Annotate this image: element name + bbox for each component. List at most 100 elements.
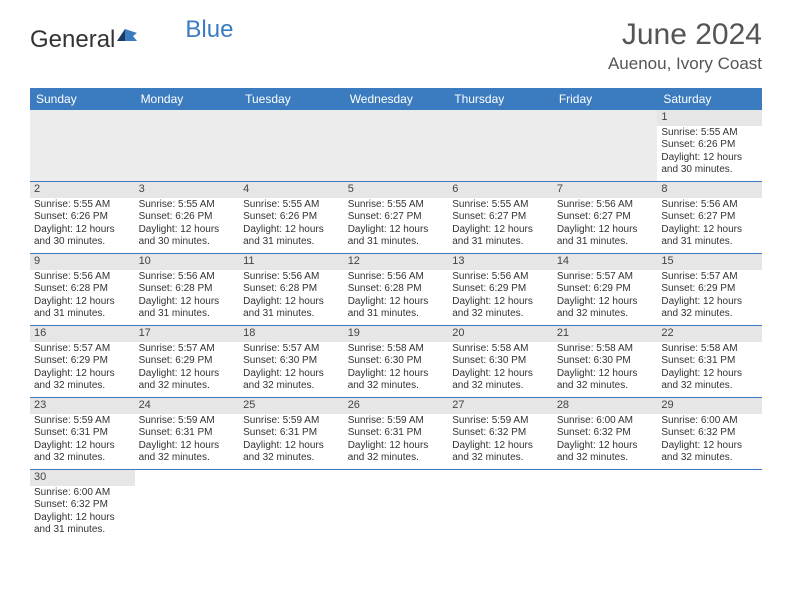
sunrise-text: Sunrise: 5:55 AM: [139, 199, 236, 212]
day-number: 3: [135, 182, 240, 198]
day-header: Tuesday: [239, 88, 344, 110]
calendar-cell: 22Sunrise: 5:58 AMSunset: 6:31 PMDayligh…: [657, 325, 762, 397]
day-number: 30: [30, 470, 135, 486]
sunset-text: Sunset: 6:32 PM: [34, 499, 131, 512]
daylight2-text: and 32 minutes.: [557, 308, 654, 321]
calendar-cell: 5Sunrise: 5:55 AMSunset: 6:27 PMDaylight…: [344, 181, 449, 253]
sunset-text: Sunset: 6:26 PM: [243, 211, 340, 224]
daylight2-text: and 31 minutes.: [348, 308, 445, 321]
calendar-cell: [344, 469, 449, 541]
day-number: 19: [344, 326, 449, 342]
daylight1-text: Daylight: 12 hours: [557, 224, 654, 237]
page-header: GeneralBlue June 2024 Auenou, Ivory Coas…: [0, 0, 792, 82]
sunset-text: Sunset: 6:31 PM: [243, 427, 340, 440]
sunrise-text: Sunrise: 5:55 AM: [34, 199, 131, 212]
calendar-cell: 23Sunrise: 5:59 AMSunset: 6:31 PMDayligh…: [30, 397, 135, 469]
calendar-cell: [448, 469, 553, 541]
calendar-row: 30Sunrise: 6:00 AMSunset: 6:32 PMDayligh…: [30, 469, 762, 541]
sunset-text: Sunset: 6:27 PM: [348, 211, 445, 224]
daylight1-text: Daylight: 12 hours: [34, 296, 131, 309]
day-number: 15: [657, 254, 762, 270]
day-number: 22: [657, 326, 762, 342]
daylight2-text: and 32 minutes.: [557, 380, 654, 393]
calendar-table: Sunday Monday Tuesday Wednesday Thursday…: [30, 88, 762, 541]
calendar-cell: 3Sunrise: 5:55 AMSunset: 6:26 PMDaylight…: [135, 181, 240, 253]
daylight2-text: and 31 minutes.: [243, 236, 340, 249]
sunset-text: Sunset: 6:31 PM: [661, 355, 758, 368]
calendar-cell: [239, 110, 344, 181]
calendar-cell: 2Sunrise: 5:55 AMSunset: 6:26 PMDaylight…: [30, 181, 135, 253]
day-number: 29: [657, 398, 762, 414]
daylight2-text: and 32 minutes.: [348, 380, 445, 393]
sunrise-text: Sunrise: 5:55 AM: [348, 199, 445, 212]
calendar-cell: 24Sunrise: 5:59 AMSunset: 6:31 PMDayligh…: [135, 397, 240, 469]
daylight2-text: and 32 minutes.: [661, 452, 758, 465]
daylight2-text: and 32 minutes.: [661, 380, 758, 393]
daylight1-text: Daylight: 12 hours: [452, 224, 549, 237]
daylight1-text: Daylight: 12 hours: [661, 440, 758, 453]
sunset-text: Sunset: 6:30 PM: [557, 355, 654, 368]
daylight1-text: Daylight: 12 hours: [34, 512, 131, 525]
sunrise-text: Sunrise: 5:59 AM: [452, 415, 549, 428]
daylight1-text: Daylight: 12 hours: [34, 224, 131, 237]
sunrise-text: Sunrise: 5:58 AM: [661, 343, 758, 356]
sunrise-text: Sunrise: 6:00 AM: [557, 415, 654, 428]
sunrise-text: Sunrise: 5:59 AM: [139, 415, 236, 428]
sunrise-text: Sunrise: 5:59 AM: [34, 415, 131, 428]
daylight2-text: and 31 minutes.: [243, 308, 340, 321]
calendar-cell: 18Sunrise: 5:57 AMSunset: 6:30 PMDayligh…: [239, 325, 344, 397]
sunrise-text: Sunrise: 5:56 AM: [243, 271, 340, 284]
daylight2-text: and 32 minutes.: [139, 380, 236, 393]
sunset-text: Sunset: 6:27 PM: [661, 211, 758, 224]
calendar-cell: 9Sunrise: 5:56 AMSunset: 6:28 PMDaylight…: [30, 253, 135, 325]
sunrise-text: Sunrise: 5:56 AM: [557, 199, 654, 212]
sunset-text: Sunset: 6:30 PM: [452, 355, 549, 368]
sunrise-text: Sunrise: 5:58 AM: [557, 343, 654, 356]
sunset-text: Sunset: 6:32 PM: [557, 427, 654, 440]
daylight2-text: and 32 minutes.: [243, 380, 340, 393]
calendar-cell: 19Sunrise: 5:58 AMSunset: 6:30 PMDayligh…: [344, 325, 449, 397]
day-number: 24: [135, 398, 240, 414]
calendar-row: 9Sunrise: 5:56 AMSunset: 6:28 PMDaylight…: [30, 253, 762, 325]
calendar-cell: 14Sunrise: 5:57 AMSunset: 6:29 PMDayligh…: [553, 253, 658, 325]
calendar-cell: 11Sunrise: 5:56 AMSunset: 6:28 PMDayligh…: [239, 253, 344, 325]
daylight1-text: Daylight: 12 hours: [661, 368, 758, 381]
sunrise-text: Sunrise: 5:57 AM: [557, 271, 654, 284]
daylight2-text: and 32 minutes.: [139, 452, 236, 465]
sunset-text: Sunset: 6:30 PM: [243, 355, 340, 368]
calendar-cell: 8Sunrise: 5:56 AMSunset: 6:27 PMDaylight…: [657, 181, 762, 253]
sunset-text: Sunset: 6:28 PM: [243, 283, 340, 296]
daylight1-text: Daylight: 12 hours: [139, 224, 236, 237]
daylight2-text: and 30 minutes.: [661, 164, 758, 177]
day-number: 23: [30, 398, 135, 414]
sunrise-text: Sunrise: 5:58 AM: [452, 343, 549, 356]
sunrise-text: Sunrise: 5:55 AM: [661, 127, 758, 140]
title-block: June 2024 Auenou, Ivory Coast: [608, 18, 762, 74]
calendar-row: 1Sunrise: 5:55 AMSunset: 6:26 PMDaylight…: [30, 110, 762, 181]
daylight2-text: and 32 minutes.: [557, 452, 654, 465]
day-number: 16: [30, 326, 135, 342]
daylight1-text: Daylight: 12 hours: [661, 224, 758, 237]
calendar-cell: 1Sunrise: 5:55 AMSunset: 6:26 PMDaylight…: [657, 110, 762, 181]
day-header: Sunday: [30, 88, 135, 110]
daylight1-text: Daylight: 12 hours: [661, 296, 758, 309]
sunset-text: Sunset: 6:29 PM: [139, 355, 236, 368]
location-label: Auenou, Ivory Coast: [608, 54, 762, 74]
calendar-row: 16Sunrise: 5:57 AMSunset: 6:29 PMDayligh…: [30, 325, 762, 397]
sunset-text: Sunset: 6:27 PM: [557, 211, 654, 224]
sunrise-text: Sunrise: 6:00 AM: [661, 415, 758, 428]
sunset-text: Sunset: 6:29 PM: [557, 283, 654, 296]
sunset-text: Sunset: 6:26 PM: [139, 211, 236, 224]
day-header-row: Sunday Monday Tuesday Wednesday Thursday…: [30, 88, 762, 110]
sunrise-text: Sunrise: 5:57 AM: [139, 343, 236, 356]
calendar-cell: 7Sunrise: 5:56 AMSunset: 6:27 PMDaylight…: [553, 181, 658, 253]
calendar-cell: 12Sunrise: 5:56 AMSunset: 6:28 PMDayligh…: [344, 253, 449, 325]
day-header: Wednesday: [344, 88, 449, 110]
calendar-cell: [448, 110, 553, 181]
sunset-text: Sunset: 6:29 PM: [661, 283, 758, 296]
daylight1-text: Daylight: 12 hours: [139, 368, 236, 381]
daylight1-text: Daylight: 12 hours: [348, 224, 445, 237]
day-header: Monday: [135, 88, 240, 110]
day-header: Saturday: [657, 88, 762, 110]
calendar-cell: [239, 469, 344, 541]
